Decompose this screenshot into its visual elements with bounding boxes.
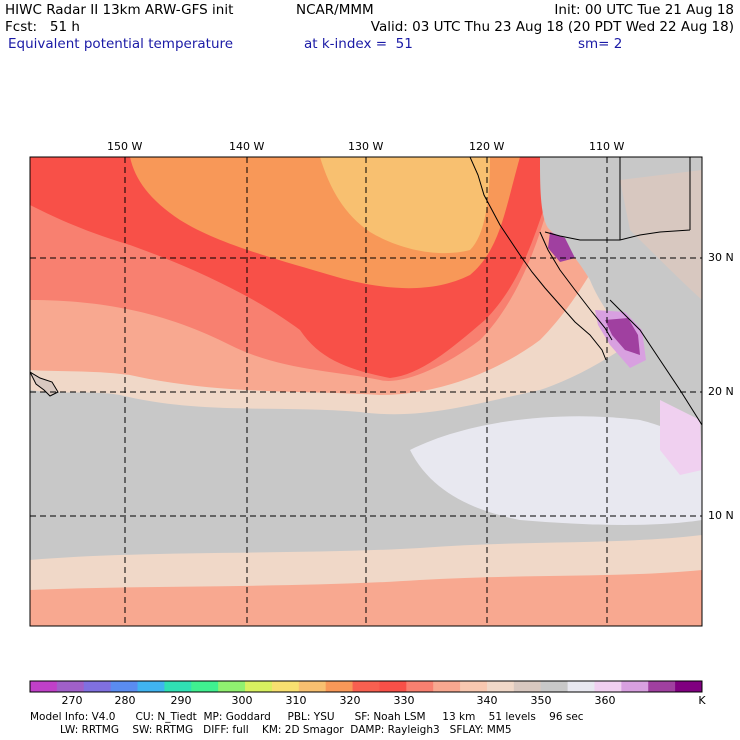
colorbar-swatch	[191, 681, 219, 692]
init-time: Init: 00 UTC Tue 21 Aug 18	[554, 2, 734, 18]
colorbar-tick-360: 360	[594, 694, 616, 707]
colorbar-swatch	[352, 681, 380, 692]
colorbar-swatch	[271, 681, 300, 692]
colorbar-swatch	[325, 681, 354, 692]
colorbar-swatch	[567, 681, 595, 692]
colorbar-tick-270: 270	[61, 694, 83, 707]
colorbar-swatch	[245, 681, 273, 692]
colorbar-swatch	[83, 681, 112, 692]
model-info-line2: LW: RRTMG SW: RRTMG DIFF: full KM: 2D Sm…	[30, 724, 512, 736]
borders	[544, 157, 691, 241]
colorbar-tick-290: 290	[170, 694, 192, 707]
model-info-line1: Model Info: V4.0 CU: N_Tiedt MP: Goddard…	[30, 711, 584, 723]
lat-label-20n: 20 N	[708, 385, 734, 398]
coastline	[469, 157, 702, 426]
colorbar-tick-280: 280	[114, 694, 136, 707]
graticule	[30, 157, 702, 626]
field-lavender-south	[660, 400, 702, 475]
colorbar-swatch	[137, 681, 165, 692]
colorbar-swatch	[486, 681, 515, 692]
field-band-320	[320, 157, 490, 254]
colorbar-swatch	[433, 681, 461, 692]
colorbar-swatch	[406, 681, 434, 692]
colorbar-tick-310: 310	[285, 694, 307, 707]
field-purple-gulf-core	[605, 318, 640, 355]
lon-label-140w: 140 W	[229, 140, 265, 153]
valid-time: Valid: 03 UTC Thu 23 Aug 18 (20 PDT Wed …	[370, 19, 734, 35]
colorbar	[29, 680, 703, 693]
colorbar-tick-340: 340	[476, 694, 498, 707]
colorbar-frame	[29, 680, 703, 693]
colorbar-swatch	[56, 681, 85, 692]
colorbar-swatch	[30, 681, 58, 692]
colorbar-swatch	[218, 681, 246, 692]
colorbar-swatch	[621, 681, 649, 692]
colorbar-unit: K	[698, 694, 706, 707]
colorbar-swatch	[594, 681, 622, 692]
map-frame	[29, 156, 703, 627]
colorbar-tick-350: 350	[530, 694, 552, 707]
colorbar-swatch	[540, 681, 569, 692]
colorbar-swatch	[460, 681, 488, 692]
lon-label-130w: 130 W	[348, 140, 384, 153]
land-tan	[620, 170, 702, 300]
colorbar-swatch	[648, 681, 676, 692]
field-purple-north	[548, 232, 575, 262]
lat-label-10n: 10 N	[708, 509, 734, 522]
smoothing: sm= 2	[578, 36, 623, 52]
model-title: HIWC Radar II 13km ARW-GFS init	[5, 2, 234, 18]
colorbar-tick-330: 330	[393, 694, 415, 707]
level-index: at k-index = 51	[304, 36, 413, 52]
hawaii-island	[30, 371, 59, 397]
center-label: NCAR/MMM	[296, 2, 374, 18]
lon-label-150w: 150 W	[107, 140, 143, 153]
colorbar-swatch	[110, 681, 139, 692]
field-name: Equivalent potential temperature	[8, 36, 234, 52]
colorbar-swatch	[675, 681, 703, 692]
colorbar-tick-320: 320	[339, 694, 361, 707]
forecast-hour: Fcst: 51 h	[5, 19, 80, 35]
lon-label-120w: 120 W	[469, 140, 505, 153]
lon-label-110w: 110 W	[589, 140, 625, 153]
colorbar-tick-300: 300	[231, 694, 253, 707]
field-band-360	[410, 416, 702, 525]
colorbar-swatch	[164, 681, 192, 692]
lat-label-30n: 30 N	[708, 251, 734, 264]
colorbar-swatch	[298, 681, 327, 692]
colorbar-swatch	[379, 681, 407, 692]
colorbar-swatch	[513, 681, 542, 692]
